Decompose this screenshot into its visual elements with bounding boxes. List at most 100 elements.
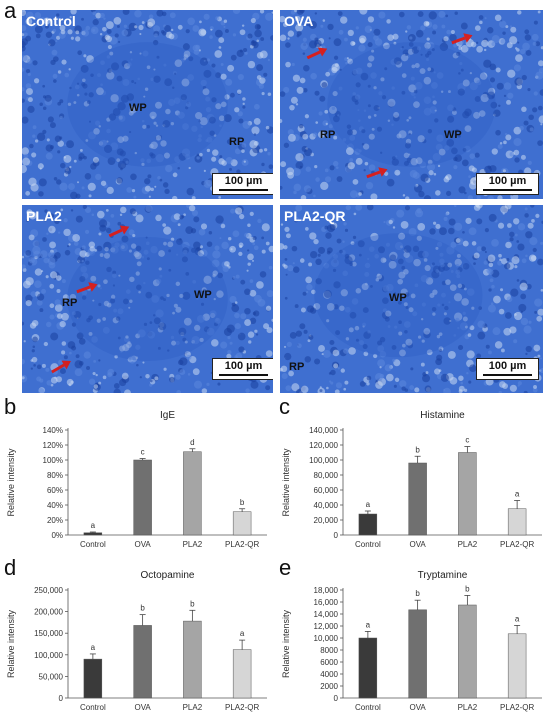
tissue-speck <box>90 163 97 170</box>
tissue-speck <box>426 57 430 62</box>
tissue-speck <box>79 149 83 152</box>
tissue-speck <box>259 50 268 59</box>
tissue-speck <box>253 133 257 136</box>
tissue-speck <box>206 241 213 247</box>
tissue-speck <box>285 61 291 68</box>
y-tick-label: 100,000 <box>309 456 338 465</box>
tissue-speck <box>339 68 342 71</box>
tissue-speck <box>103 279 108 284</box>
tissue-speck <box>403 269 409 275</box>
tissue-speck <box>299 10 305 14</box>
tissue-speck <box>532 387 538 393</box>
tissue-speck <box>168 33 175 40</box>
tissue-speck <box>122 10 130 16</box>
tissue-speck <box>541 220 543 224</box>
tissue-speck <box>116 25 120 28</box>
tissue-speck <box>409 170 418 178</box>
tissue-speck <box>23 32 28 37</box>
tissue-speck <box>404 142 411 149</box>
tissue-speck <box>111 245 119 254</box>
tissue-speck <box>69 86 72 90</box>
tissue-speck <box>198 49 201 52</box>
tissue-speck <box>164 25 171 32</box>
tissue-speck <box>424 385 432 393</box>
tissue-speck <box>212 250 221 259</box>
tissue-speck <box>106 266 112 273</box>
tissue-speck <box>507 223 512 228</box>
tissue-speck <box>52 28 57 33</box>
x-tick-label: OVA <box>409 703 426 712</box>
tissue-speck <box>191 335 200 345</box>
significance-letter: a <box>240 629 245 638</box>
tissue-speck <box>165 164 173 173</box>
panel-letter-b: b <box>4 394 17 419</box>
tissue-speck <box>140 158 145 163</box>
tissue-speck <box>449 33 457 42</box>
tissue-speck <box>71 311 76 316</box>
tissue-speck <box>437 303 441 307</box>
tissue-speck <box>22 98 25 103</box>
tissue-speck <box>294 217 300 222</box>
tissue-speck <box>537 308 543 316</box>
tissue-speck <box>107 68 112 74</box>
tissue-speck <box>364 25 373 33</box>
tissue-speck <box>460 22 468 30</box>
tissue-speck <box>172 86 175 89</box>
tissue-speck <box>458 46 463 51</box>
tissue-speck <box>491 41 496 47</box>
tissue-speck <box>453 293 463 302</box>
tissue-speck <box>287 265 294 272</box>
tissue-speck <box>468 380 472 384</box>
tissue-speck <box>43 218 47 222</box>
tissue-speck <box>359 340 365 346</box>
tissue-speck <box>366 205 374 211</box>
tissue-speck <box>485 344 490 349</box>
tissue-speck <box>253 103 260 110</box>
tissue-speck <box>291 62 295 67</box>
tissue-speck <box>108 113 117 121</box>
tissue-speck <box>367 84 371 88</box>
tissue-speck <box>254 23 261 30</box>
tissue-speck <box>371 127 375 131</box>
tissue-speck <box>350 40 356 46</box>
tissue-speck <box>354 100 359 105</box>
tissue-speck <box>308 334 314 340</box>
tissue-speck <box>242 105 246 109</box>
tissue-speck <box>394 169 401 176</box>
tissue-speck <box>395 155 398 158</box>
tissue-speck <box>249 279 254 283</box>
tissue-speck <box>384 364 392 372</box>
tissue-speck <box>519 125 524 131</box>
tissue-speck <box>238 251 243 257</box>
tissue-speck <box>335 166 339 169</box>
tissue-speck <box>533 20 538 25</box>
tissue-speck <box>22 280 31 289</box>
tissue-speck <box>519 282 528 291</box>
region-label-rp: RP <box>229 136 245 148</box>
tissue-speck <box>141 162 145 166</box>
tissue-speck <box>30 291 37 298</box>
tissue-speck <box>112 284 116 287</box>
tissue-speck <box>69 351 72 355</box>
tissue-speck <box>36 132 46 141</box>
tissue-speck <box>46 380 52 386</box>
tissue-speck <box>56 288 61 294</box>
tissue-speck <box>182 249 188 255</box>
tissue-speck <box>469 71 473 75</box>
tissue-speck <box>539 367 543 374</box>
tissue-speck <box>432 289 438 295</box>
tissue-speck <box>280 367 283 372</box>
tissue-speck <box>510 288 519 297</box>
tissue-speck <box>420 275 429 283</box>
tissue-speck <box>423 96 432 105</box>
tissue-speck <box>449 319 452 323</box>
tissue-speck <box>240 279 246 285</box>
tissue-speck <box>120 206 127 214</box>
tissue-speck <box>408 116 412 120</box>
red-arrow-head <box>463 33 473 43</box>
tissue-speck <box>44 209 48 213</box>
tissue-speck <box>364 262 371 269</box>
significance-letter: b <box>415 445 420 454</box>
tissue-speck <box>57 150 61 154</box>
